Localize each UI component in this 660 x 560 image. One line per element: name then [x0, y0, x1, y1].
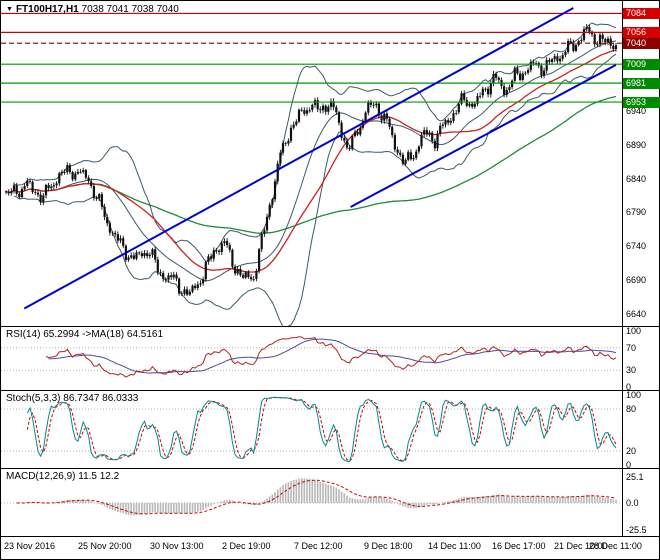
- macd-histogram: [10, 478, 617, 516]
- price-tag-7009: 7009: [623, 58, 660, 70]
- stoch-scale-label: 80: [626, 404, 637, 414]
- rsi-scale-label: 70: [626, 342, 637, 353]
- bb-upper-line: [13, 22, 617, 263]
- price-scale-label: 6940: [626, 105, 647, 116]
- candlestick-bodies: [4, 27, 618, 295]
- ma-fast-line[interactable]: [5, 49, 617, 273]
- stoch-header: Stoch(5,3,3) 86.7347 86.0333: [6, 393, 139, 404]
- stoch-scale-label: 100: [626, 390, 642, 400]
- symbol-bar: ▼ FT100H17,H1 7038 7041 7038 7040: [6, 4, 179, 15]
- time-label-6: 14 Dec 11:00: [428, 541, 481, 551]
- rsi-line: [45, 336, 617, 378]
- price-tag-6981: 6981: [623, 77, 660, 89]
- time-label-1: 25 Nov 20:00: [78, 541, 132, 551]
- stoch-main-line: [26, 396, 617, 463]
- macd-scale-label: 25.1: [626, 471, 644, 482]
- symbol-name: FT100H17,H1: [15, 4, 79, 15]
- macd-panel[interactable]: [1, 478, 622, 516]
- price-tag-7040: 7040: [623, 37, 660, 49]
- trendline-1[interactable]: [23, 7, 574, 310]
- bb-middle-line: [13, 40, 617, 282]
- price-tag-7084: 7084: [623, 7, 660, 19]
- time-label-8: 21 Dec 10:00: [554, 541, 608, 551]
- bb-lower-line: [13, 53, 617, 326]
- time-label-5: 9 Dec 18:00: [364, 541, 413, 551]
- rsi-scale-label: 100: [626, 326, 642, 336]
- price-scale-label: 6790: [626, 207, 647, 218]
- candlestick-wicks: [5, 24, 617, 297]
- price-scale-label: 6640: [626, 308, 647, 319]
- time-label-4: 7 Dec 12:00: [294, 541, 343, 551]
- stoch-scale-label: 0: [626, 460, 632, 470]
- price-scale-label: 6890: [626, 139, 647, 150]
- time-label-9: 28 Dec 11:00: [589, 541, 642, 551]
- macd-scale-label: 0.0: [626, 498, 639, 508]
- time-label-7: 16 Dec 17:00: [492, 541, 546, 551]
- price-tag-6953: 6953: [623, 96, 660, 108]
- ma-slow-line[interactable]: [5, 95, 617, 234]
- time-label-3: 2 Dec 19:00: [222, 541, 271, 551]
- macd-scale-label: -25.5: [626, 524, 647, 535]
- rsi-scale-label: 0: [626, 382, 632, 392]
- rsi-ma-line: [48, 338, 617, 374]
- price-scale-label: 6690: [626, 275, 647, 286]
- symbol-marker-icon: ▼: [6, 6, 13, 13]
- rsi-header: RSI(14) 65.2994 ->MA(18) 64.5161: [6, 329, 164, 340]
- time-label-2: 30 Nov 13:00: [150, 541, 204, 551]
- stoch-scale-label: 20: [626, 446, 637, 456]
- main-price-panel[interactable]: [1, 7, 622, 328]
- rsi-panel[interactable]: [1, 336, 622, 378]
- price-tag-7056: 7056: [623, 26, 660, 38]
- time-label-0: 23 Nov 2016: [4, 541, 56, 551]
- macd-header: MACD(12,26,9) 11.5 12.2: [6, 471, 120, 482]
- price-scale-label: 6840: [626, 173, 647, 184]
- price-scale-label: 6740: [626, 241, 647, 252]
- symbol-quote: 7038 7041 7038 7040: [81, 4, 179, 15]
- stoch-panel[interactable]: [1, 396, 622, 463]
- macd-signal-line: [16, 479, 617, 515]
- trendline-2[interactable]: [350, 63, 617, 208]
- rsi-scale-label: 30: [626, 365, 637, 376]
